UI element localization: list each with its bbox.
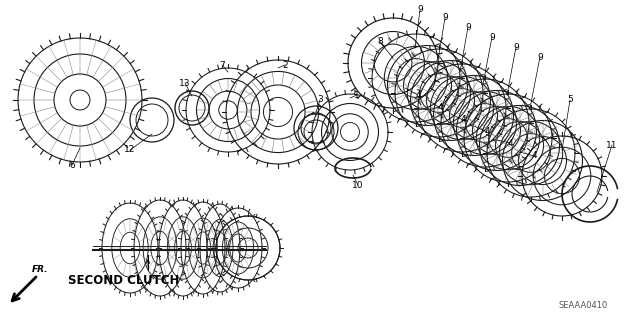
Text: 6: 6 bbox=[69, 160, 75, 169]
Text: SEAAA0410: SEAAA0410 bbox=[559, 300, 608, 309]
Text: FR.: FR. bbox=[32, 265, 49, 275]
Text: 9: 9 bbox=[489, 33, 495, 41]
Text: 13: 13 bbox=[179, 78, 191, 87]
Text: 9: 9 bbox=[537, 53, 543, 62]
Text: 4: 4 bbox=[507, 138, 513, 147]
Text: 2: 2 bbox=[282, 61, 288, 70]
Text: 4: 4 bbox=[415, 91, 421, 100]
Text: 4: 4 bbox=[437, 103, 443, 113]
Text: 4: 4 bbox=[484, 128, 490, 137]
Text: 3: 3 bbox=[317, 95, 323, 105]
Text: 9: 9 bbox=[465, 23, 471, 32]
Text: SECOND CLUTCH: SECOND CLUTCH bbox=[68, 273, 179, 286]
Text: 4: 4 bbox=[531, 152, 537, 160]
Text: 5: 5 bbox=[567, 95, 573, 105]
Text: 4: 4 bbox=[460, 115, 466, 124]
Text: 11: 11 bbox=[606, 140, 618, 150]
Text: 9: 9 bbox=[513, 42, 519, 51]
Text: 9: 9 bbox=[442, 13, 448, 23]
Text: 8: 8 bbox=[377, 38, 383, 47]
Text: 7: 7 bbox=[219, 61, 225, 70]
Text: 9: 9 bbox=[417, 5, 423, 14]
Text: 12: 12 bbox=[124, 145, 136, 154]
Text: 10: 10 bbox=[352, 181, 364, 189]
Text: 1: 1 bbox=[354, 91, 360, 100]
